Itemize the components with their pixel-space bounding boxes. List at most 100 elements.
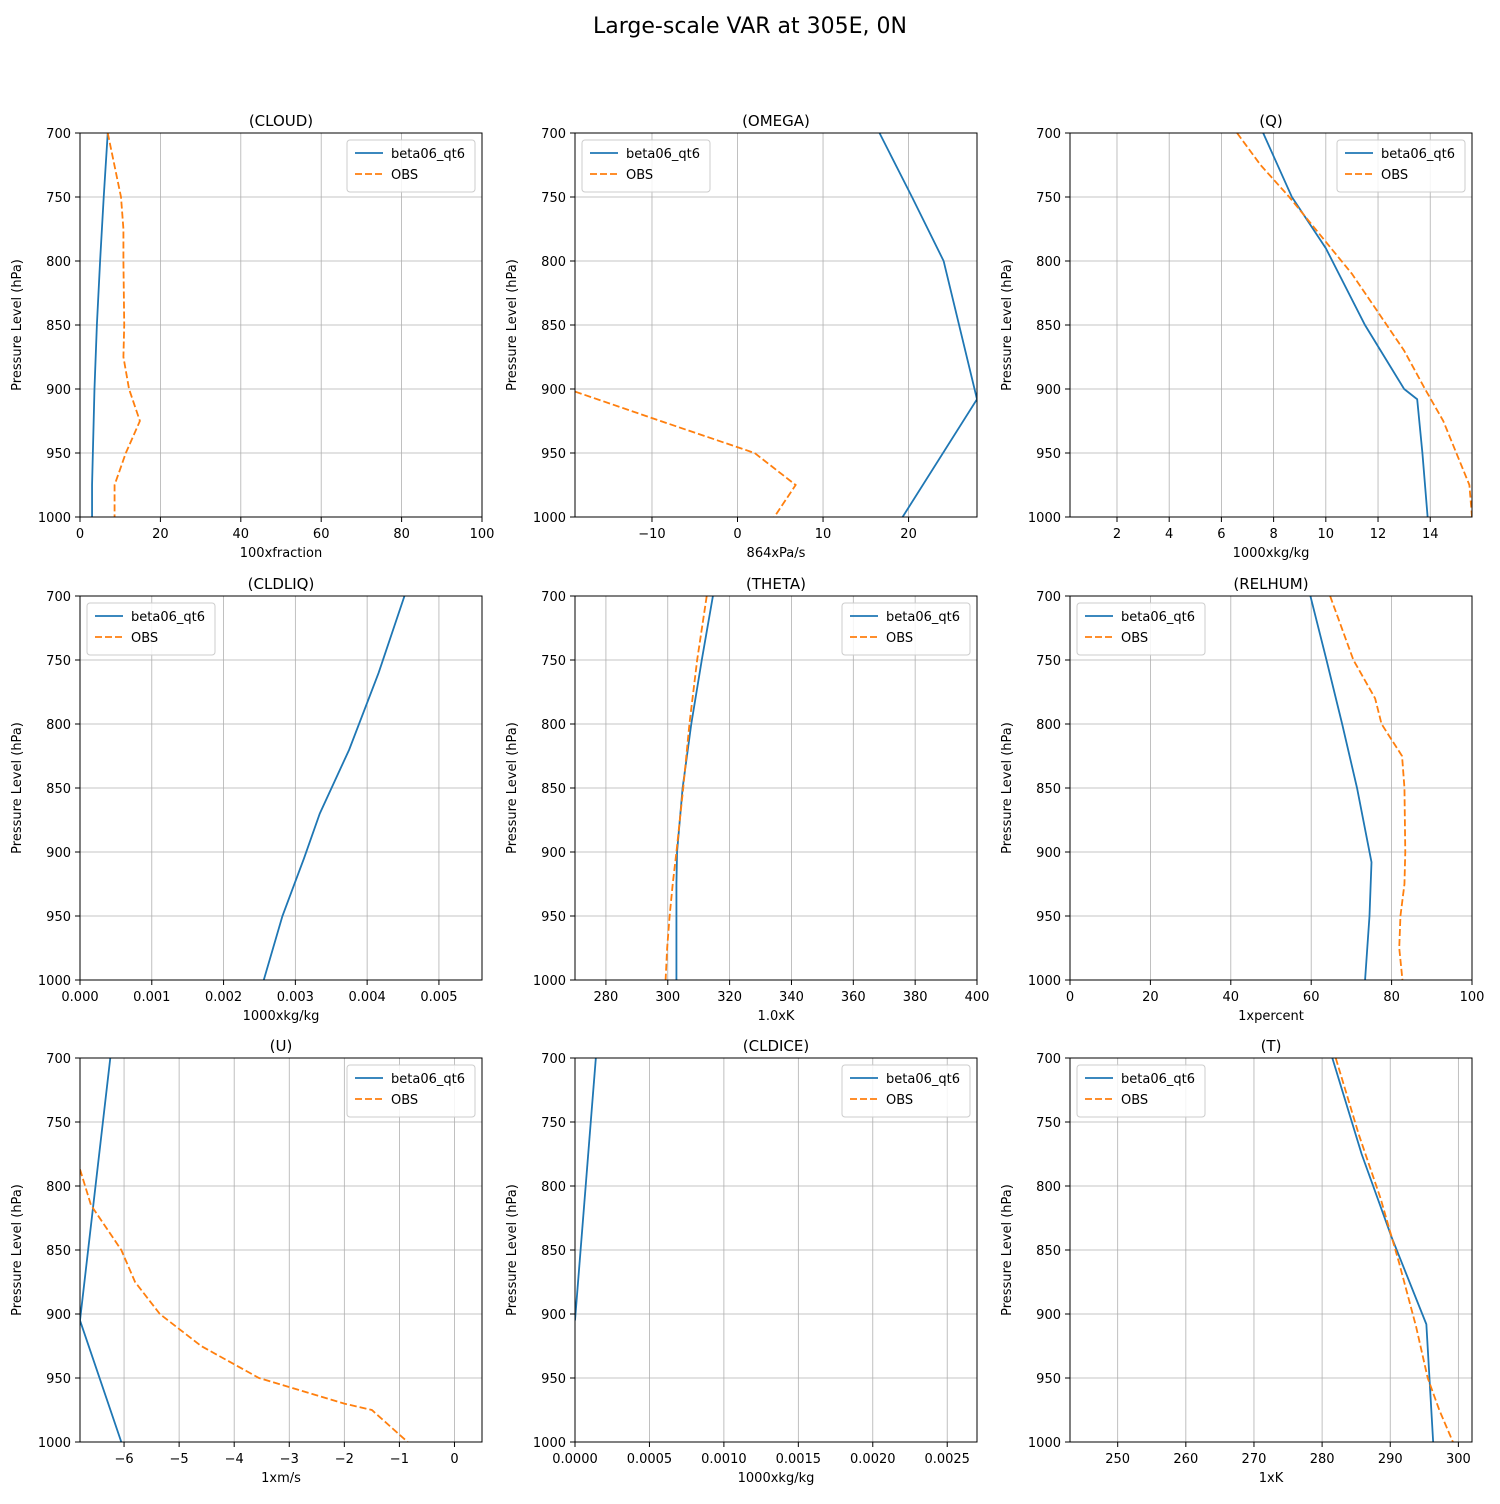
y-axis-label: Pressure Level (hPa)	[505, 722, 520, 854]
legend-label: beta06_qt6	[886, 610, 960, 625]
x-tick-label: 20	[900, 527, 917, 542]
legend: beta06_qt6 OBS	[86, 602, 216, 656]
legend-label: OBS	[391, 168, 418, 183]
x-axis-label: 100xfraction	[240, 546, 322, 561]
x-tick-label: 0.0010	[701, 1452, 747, 1467]
legend: beta06_qt6 OBS	[1336, 139, 1466, 193]
subplot-title: (CLDICE)	[743, 1037, 809, 1055]
y-tick-label: 700	[541, 590, 566, 605]
x-tick-label: 0.000	[61, 990, 98, 1005]
y-tick-label: 750	[46, 1116, 71, 1131]
y-tick-label: 900	[46, 846, 71, 861]
x-tick-label: 100	[1460, 990, 1485, 1005]
x-tick-label: 0.004	[349, 990, 386, 1005]
legend: beta06_qt6 OBS	[1076, 1064, 1206, 1118]
y-tick-label: 850	[1036, 1244, 1061, 1259]
x-tick-label: −1	[390, 1452, 409, 1467]
y-tick-label: 750	[46, 654, 71, 669]
x-tick-label: 0.005	[420, 990, 457, 1005]
series-line-obs	[575, 390, 797, 517]
y-tick-label: 800	[1036, 718, 1061, 733]
y-tick-label: 800	[541, 255, 566, 270]
x-axis-label: 1xpercent	[1238, 1009, 1304, 1024]
legend: beta06_qt6 OBS	[581, 139, 711, 193]
y-tick-label: 750	[1036, 654, 1061, 669]
y-tick-label: 1000	[38, 974, 71, 989]
y-tick-label: 900	[1036, 383, 1061, 398]
y-axis-label: Pressure Level (hPa)	[1000, 1184, 1015, 1316]
y-axis-label: Pressure Level (hPa)	[1000, 722, 1015, 854]
legend-label: beta06_qt6	[131, 610, 205, 625]
x-axis-label: 1000xkg/kg	[243, 1009, 320, 1024]
y-axis-label: Pressure Level (hPa)	[10, 259, 25, 391]
series-line-obs	[1334, 1058, 1454, 1442]
y-tick-label: 1000	[38, 511, 71, 526]
x-tick-label: −3	[280, 1452, 299, 1467]
x-tick-label: 8	[1269, 527, 1277, 542]
x-tick-label: 0.0000	[552, 1452, 598, 1467]
x-tick-label: 270	[1242, 1452, 1267, 1467]
y-tick-label: 850	[1036, 319, 1061, 334]
x-tick-label: 10	[815, 527, 832, 542]
x-tick-label: 100	[470, 527, 495, 542]
y-tick-label: 700	[541, 1052, 566, 1067]
y-tick-label: 750	[541, 191, 566, 206]
y-tick-label: 1000	[1028, 1436, 1061, 1451]
legend-label: beta06_qt6	[1121, 610, 1195, 625]
y-tick-label: 700	[46, 1052, 71, 1067]
subplot-title: (THETA)	[746, 575, 806, 593]
x-tick-label: 12	[1370, 527, 1387, 542]
y-tick-label: 900	[46, 1308, 71, 1323]
y-tick-label: 950	[1036, 1372, 1061, 1387]
subplot-theta: 280 300 320 340 360 380 400 700 750 800 850 900 950 1…	[505, 575, 989, 1024]
x-tick-label: 340	[779, 990, 804, 1005]
x-tick-label: 4	[1165, 527, 1173, 542]
legend-label: beta06_qt6	[886, 1072, 960, 1087]
x-axis-label: 1xm/s	[261, 1471, 301, 1486]
x-tick-label: −10	[638, 527, 665, 542]
series-line-model	[91, 133, 109, 517]
subplot-title: (RELHUM)	[1233, 575, 1308, 593]
x-axis-label: 1xK	[1259, 1471, 1284, 1486]
legend-label: beta06_qt6	[391, 1072, 465, 1087]
subplot-cldliq: 0.000 0.001 0.002 0.003 0.004 0.005 700 750 800 8…	[10, 575, 483, 1024]
legend-label: OBS	[626, 168, 653, 183]
x-tick-label: 20	[1142, 990, 1159, 1005]
x-tick-label: 280	[594, 990, 619, 1005]
series-line-model	[80, 1058, 123, 1442]
y-tick-label: 800	[46, 718, 71, 733]
y-tick-label: 850	[1036, 782, 1061, 797]
series-line-model	[1309, 596, 1373, 980]
legend: beta06_qt6 OBS	[841, 1064, 971, 1118]
x-tick-label: 380	[903, 990, 928, 1005]
y-tick-label: 850	[541, 782, 566, 797]
legend-label: OBS	[1121, 631, 1148, 646]
x-tick-label: 400	[965, 990, 990, 1005]
y-tick-label: 750	[541, 654, 566, 669]
x-tick-label: 20	[152, 527, 169, 542]
subplot-q: 2 4 6 8 10 12 14 700 750 800 850 900 950 1000 (Q) 1000x…	[1000, 112, 1473, 561]
series-line-obs	[664, 596, 708, 980]
y-tick-label: 1000	[533, 974, 566, 989]
x-tick-label: 250	[1105, 1452, 1130, 1467]
y-tick-label: 950	[541, 447, 566, 462]
y-tick-label: 800	[46, 255, 71, 270]
series-line-model	[878, 133, 977, 517]
y-axis-label: Pressure Level (hPa)	[10, 722, 25, 854]
x-tick-label: 0.0025	[924, 1452, 970, 1467]
y-tick-label: 850	[541, 1244, 566, 1259]
y-tick-label: 700	[1036, 127, 1061, 142]
x-tick-label: 60	[313, 527, 330, 542]
x-tick-label: 60	[1303, 990, 1320, 1005]
y-tick-label: 950	[541, 910, 566, 925]
y-tick-label: 950	[1036, 447, 1061, 462]
x-tick-label: 0.002	[205, 990, 242, 1005]
x-tick-label: 290	[1378, 1452, 1403, 1467]
y-tick-label: 1000	[1028, 974, 1061, 989]
x-tick-label: 0	[450, 1452, 458, 1467]
y-tick-label: 750	[1036, 1116, 1061, 1131]
x-tick-label: 0.001	[133, 990, 170, 1005]
y-tick-label: 850	[541, 319, 566, 334]
x-tick-label: 300	[655, 990, 680, 1005]
x-axis-label: 864xPa/s	[747, 546, 806, 561]
